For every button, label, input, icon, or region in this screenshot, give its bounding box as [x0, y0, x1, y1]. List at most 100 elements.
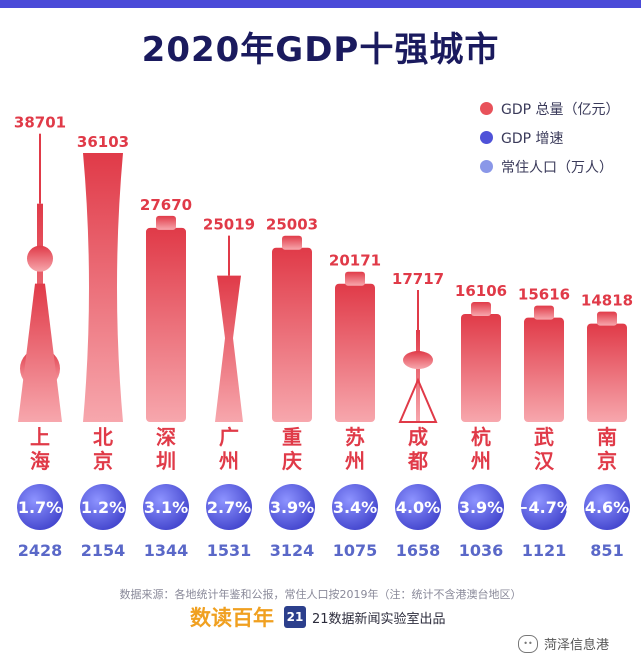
- city-label: 州: [219, 449, 239, 473]
- tower-body: [587, 323, 627, 422]
- building-bar-7: 17717: [392, 270, 444, 423]
- city-label: 上: [30, 425, 50, 449]
- building-bar-10: 14818: [581, 292, 633, 422]
- growth-label: 4.6%: [585, 498, 629, 517]
- growth-label: 4.0%: [396, 498, 440, 517]
- gdp-data-label: 14818: [581, 292, 633, 310]
- growth-label: 3.9%: [270, 498, 314, 517]
- gdp-data-label: 16106: [455, 282, 507, 300]
- city-label: 广: [219, 425, 239, 449]
- top-accent-bar: [0, 0, 641, 8]
- growth-marker: [458, 484, 504, 530]
- footer: 数读百年 21 21数据新闻实验室出品: [190, 604, 446, 630]
- city-label: 圳: [156, 449, 176, 473]
- wechat-icon: ••: [518, 634, 538, 653]
- building-bar-6: 20171: [329, 252, 381, 422]
- legend-item-gdp-total: GDP 总量（亿元）: [480, 94, 620, 123]
- city-label: 深: [156, 425, 176, 449]
- tower-body: [461, 314, 501, 422]
- tower-body: [524, 317, 564, 422]
- city-label: 都: [407, 449, 428, 473]
- gdp-data-label: 15616: [518, 286, 570, 304]
- tower-body: [215, 275, 243, 422]
- chart-title: 2020年GDP十强城市: [141, 30, 500, 70]
- gdp-data-label: 38701: [14, 114, 66, 132]
- building-bar-8: 16106: [455, 282, 507, 422]
- legend: GDP 总量（亿元） GDP 增速 常住人口（万人）: [480, 94, 620, 181]
- tower-crown: [597, 311, 617, 326]
- gdp-data-label: 20171: [329, 252, 381, 270]
- tower-crown: [282, 235, 302, 250]
- population-label: 851: [590, 541, 623, 560]
- growth-marker: [80, 484, 126, 530]
- city-label: 海: [30, 449, 50, 473]
- legend-label: 常住人口（万人）: [501, 159, 613, 176]
- growth-marker: [17, 484, 63, 530]
- observation-deck: [403, 351, 433, 370]
- building-bar-9: 15616: [518, 286, 570, 422]
- growth-marker: [269, 484, 315, 530]
- legend-dot: [480, 160, 493, 173]
- growth-label: −4.7%: [515, 498, 573, 517]
- city-label: 重: [282, 425, 302, 449]
- watermark: •• 菏泽信息港: [518, 634, 609, 653]
- legend-label: GDP 增速: [501, 130, 564, 147]
- tower-crown: [471, 302, 491, 317]
- publisher-badge: 21: [284, 606, 306, 628]
- population-label: 2428: [18, 541, 63, 560]
- city-label: 州: [471, 449, 491, 473]
- city-label: 北: [93, 425, 113, 449]
- growth-label: 1.2%: [81, 498, 125, 517]
- tower-legs: [398, 377, 438, 423]
- growth-marker: [143, 484, 189, 530]
- building-bar-1: 38701: [14, 114, 66, 422]
- legend-item-population: 常住人口（万人）: [480, 152, 620, 181]
- building-bar-4: 25019: [203, 216, 255, 422]
- watermark-text: 菏泽信息港: [544, 638, 610, 653]
- tower-body: [83, 153, 123, 422]
- population-label: 1121: [522, 541, 567, 560]
- city-label: 成: [408, 425, 428, 449]
- building-bar-2: 36103: [77, 133, 129, 422]
- tower-crown: [345, 271, 365, 286]
- city-label: 京: [597, 449, 617, 473]
- population-label: 1075: [333, 541, 378, 560]
- city-label: 州: [345, 449, 365, 473]
- population-label: 1531: [207, 541, 252, 560]
- gdp-data-label: 25003: [266, 216, 318, 234]
- city-label: 杭: [471, 425, 491, 449]
- population-label: 2154: [81, 541, 126, 560]
- tower-body: [272, 247, 312, 422]
- growth-marker: [395, 484, 441, 530]
- tower-body: [335, 283, 375, 422]
- tower-body: [146, 227, 186, 422]
- city-label: 京: [93, 449, 113, 473]
- growth-label: 3.9%: [459, 498, 503, 517]
- tower-legs: [18, 283, 62, 422]
- tower-crown: [534, 305, 554, 320]
- gdp-data-label: 27670: [140, 196, 192, 214]
- upper-sphere: [27, 245, 53, 272]
- growth-marker: [521, 484, 567, 530]
- gdp-data-label: 25019: [203, 216, 255, 234]
- growth-marker: [332, 484, 378, 530]
- population-label: 1658: [396, 541, 441, 560]
- growth-label: 3.1%: [144, 498, 188, 517]
- growth-label: 3.4%: [333, 498, 377, 517]
- growth-marker: [206, 484, 252, 530]
- gdp-data-label: 36103: [77, 133, 129, 151]
- publisher-credit: 21数据新闻实验室出品: [312, 611, 446, 627]
- brand-logo: 数读百年: [190, 606, 274, 630]
- population-label: 3124: [270, 541, 315, 560]
- city-label: 苏: [345, 425, 365, 449]
- building-bar-5: 25003: [266, 216, 318, 422]
- city-label: 汉: [534, 449, 555, 473]
- city-label: 武: [534, 425, 554, 449]
- city-label: 南: [597, 425, 617, 449]
- gdp-data-label: 17717: [392, 270, 444, 288]
- population-label: 1344: [144, 541, 189, 560]
- tower-crown: [156, 215, 176, 230]
- population-label: 1036: [459, 541, 504, 560]
- growth-marker: [584, 484, 630, 530]
